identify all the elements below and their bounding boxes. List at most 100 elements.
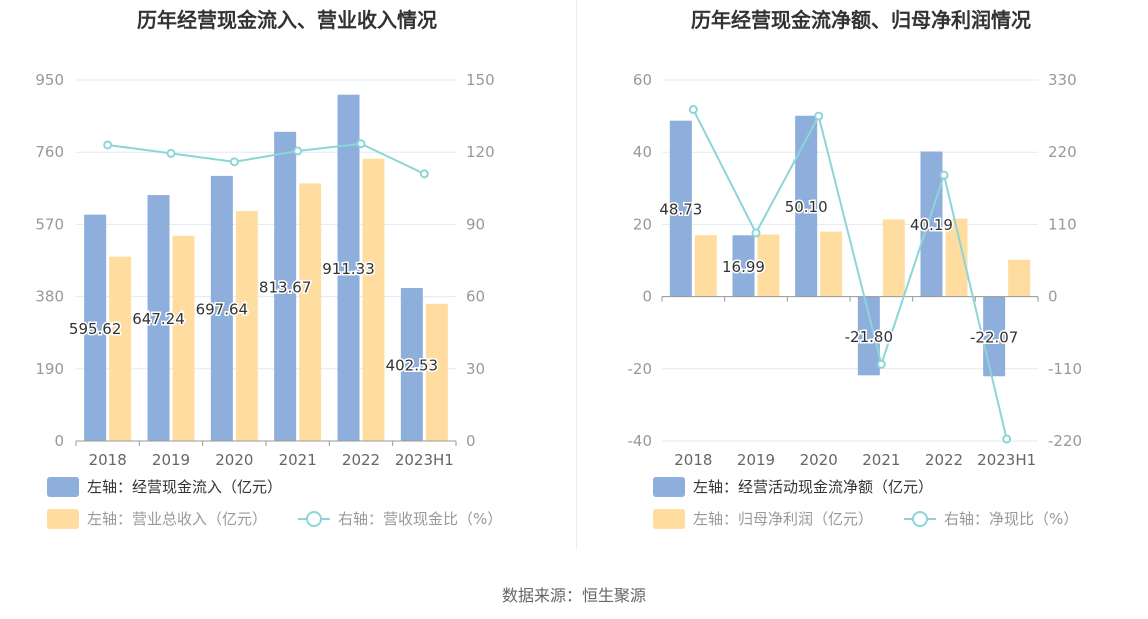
primary-bar (983, 296, 1006, 377)
secondary-bar (820, 231, 843, 297)
bar-data-label: 697.64 (196, 300, 249, 318)
left-axis-tick-label: 0 (54, 432, 64, 450)
primary-bar (669, 120, 692, 297)
x-axis-category-label: 2019 (152, 451, 190, 469)
bar-data-label: 48.73 (659, 201, 702, 219)
legend-label: 左轴：经营活动现金流净额（亿元） (693, 478, 933, 496)
ratio-point (166, 148, 176, 158)
ratio-line (692, 109, 1008, 440)
left-axis-tick-label: -20 (628, 360, 653, 378)
left-axis-tick-label: -40 (628, 432, 653, 450)
x-axis-category-label: 2022 (342, 451, 380, 469)
left-axis-tick-label: 950 (35, 71, 64, 89)
right-axis-tick-label: 0 (466, 432, 476, 450)
bar-data-label: 50.10 (785, 198, 828, 216)
ratio-point (419, 169, 429, 179)
primary-bar (920, 151, 943, 297)
x-axis-category-label: 2021 (279, 451, 317, 469)
legend-line-marker (306, 511, 322, 527)
ratio-point (1002, 434, 1012, 444)
secondary-bar (882, 219, 905, 297)
legend-swatch-primary (653, 477, 685, 497)
ratio-point (293, 146, 303, 156)
ratio-point (814, 111, 824, 121)
ratio-point (876, 359, 886, 369)
bar-data-label: 16.99 (722, 258, 765, 276)
right-axis-tick-label: 0 (1048, 288, 1058, 306)
x-axis-category-label: 2018 (89, 451, 127, 469)
bar-data-label: 911.33 (322, 260, 375, 278)
secondary-bar (757, 234, 780, 297)
left-axis-tick-label: 380 (35, 288, 64, 306)
legend-label: 左轴：经营现金流入（亿元） (87, 478, 282, 496)
secondary-bar (172, 235, 195, 441)
legend-line-marker (912, 511, 928, 527)
left-axis-tick-label: 760 (35, 143, 64, 161)
legend-label: 左轴：营业总收入（亿元） (87, 510, 267, 528)
x-axis-category-label: 2023H1 (395, 451, 454, 469)
secondary-bar (235, 211, 258, 441)
x-axis-category-label: 2018 (674, 451, 712, 469)
right-axis-tick-label: -110 (1048, 360, 1082, 378)
right-axis-tick-label: 30 (466, 360, 485, 378)
x-axis-category-label: 2020 (215, 451, 253, 469)
secondary-bar (694, 235, 717, 297)
chart-divider (576, 0, 577, 550)
secondary-bar (1008, 259, 1031, 297)
right-axis-tick-label: 330 (1048, 71, 1077, 89)
right-axis-tick-label: -220 (1048, 432, 1082, 450)
secondary-bar (109, 256, 132, 441)
chart-title-right: 历年经营现金流净额、归母净利润情况 (691, 8, 1031, 32)
bar-data-label: -21.80 (845, 328, 893, 346)
ratio-point (356, 139, 366, 149)
legend-label: 右轴：净现比（%） (944, 510, 1078, 528)
primary-bar (795, 115, 818, 297)
secondary-bar (945, 218, 968, 297)
right-axis-tick-label: 60 (466, 288, 485, 306)
secondary-bar (299, 183, 322, 442)
ratio-point (103, 140, 113, 150)
bar-data-label: 647.24 (132, 310, 185, 328)
left-axis-tick-label: 570 (35, 215, 64, 233)
primary-bar (210, 175, 233, 442)
left-axis-tick-label: 40 (633, 143, 652, 161)
bar-data-label: 40.19 (910, 216, 953, 234)
ratio-point (688, 105, 698, 115)
ratio-point (939, 170, 949, 180)
legend-swatch-secondary (653, 509, 685, 529)
left-axis-tick-label: 60 (633, 71, 652, 89)
left-axis-tick-label: 0 (642, 288, 652, 306)
right-axis-tick-label: 110 (1048, 215, 1077, 233)
x-axis-category-label: 2021 (862, 451, 900, 469)
right-axis-tick-label: 90 (466, 215, 485, 233)
x-axis-category-label: 2023H1 (977, 451, 1036, 469)
primary-bar (274, 131, 297, 441)
primary-bar (857, 296, 880, 376)
ratio-line (107, 142, 425, 175)
secondary-bar (362, 158, 385, 441)
left-axis-tick-label: 20 (633, 215, 652, 233)
x-axis-category-label: 2019 (737, 451, 775, 469)
left-axis-tick-label: 190 (35, 360, 64, 378)
x-axis-category-label: 2020 (800, 451, 838, 469)
bar-data-label: 402.53 (386, 357, 439, 375)
right-axis-tick-label: 150 (466, 71, 495, 89)
bar-data-label: -22.07 (970, 328, 1018, 346)
legend-label: 左轴：归母净利润（亿元） (693, 510, 873, 528)
legend-swatch-secondary (47, 509, 79, 529)
bar-data-label: 813.67 (259, 278, 312, 296)
primary-bar (732, 235, 755, 297)
legend-label: 右轴：营收现金比（%） (338, 510, 502, 528)
primary-bar (400, 288, 423, 441)
data-source: 数据来源：恒生聚源 (501, 586, 646, 605)
primary-bar (84, 214, 107, 441)
primary-bar (337, 94, 360, 441)
bar-data-label: 595.62 (69, 320, 122, 338)
ratio-point (229, 157, 239, 167)
x-axis-category-label: 2022 (925, 451, 963, 469)
ratio-point (751, 228, 761, 238)
right-axis-tick-label: 120 (466, 143, 495, 161)
primary-bar (147, 195, 170, 441)
legend-swatch-primary (47, 477, 79, 497)
